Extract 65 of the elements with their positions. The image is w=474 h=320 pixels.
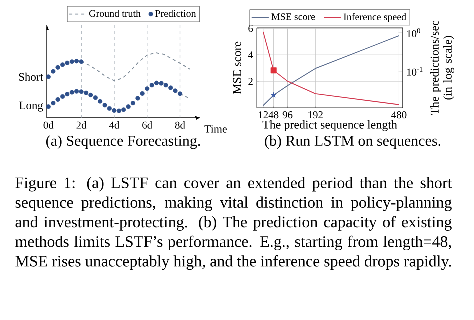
x-axis-title: Time (204, 126, 227, 133)
point (126, 104, 131, 110)
point (130, 100, 136, 106)
caption: Figure 1: (a) LSTF can cover an extended period than the short sequence predictions, making vital distinction in policy-planning and investment-protecting. (b) The prediction capacity of existing methods limits LSTF’s performance. E.g., starting from length=48, MSE rises unacceptably high, and the inference speed drops rapidly. (16, 177, 452, 270)
point (56, 97, 60, 102)
point (74, 89, 80, 94)
point (46, 104, 51, 110)
y2-tick-label: 10$^{-1}$ (407, 66, 423, 76)
point (70, 90, 74, 95)
point (88, 92, 94, 98)
annotation: Long (20, 102, 44, 112)
legend-label: Inference speed (344, 13, 406, 23)
point (46, 74, 51, 80)
point (65, 60, 70, 66)
point (74, 59, 80, 64)
y2-axis-title: The predictions/sec (in log scale) (430, 21, 454, 116)
x-tick-label: 480 (392, 112, 407, 119)
point (173, 88, 178, 94)
point (136, 96, 140, 101)
point (159, 81, 164, 86)
legend-label: Ground truth (89, 10, 141, 18)
point (140, 91, 145, 96)
point (112, 108, 117, 114)
point (178, 92, 183, 96)
point (51, 100, 56, 106)
point (56, 65, 60, 70)
point (145, 86, 150, 92)
y-tick-label: 4 (248, 52, 254, 59)
text: (b) Run LSTM on sequences. (265, 136, 441, 150)
point (60, 94, 66, 100)
x-tick-label: 8d (175, 122, 186, 129)
y-tick-label: 6 (248, 25, 254, 32)
legend-label: MSE score (272, 14, 316, 20)
text: (a) Sequence Forecasting. (46, 136, 200, 150)
point (107, 106, 112, 111)
point (122, 108, 126, 112)
x-tick-label: 0d (44, 122, 54, 129)
y-axis-title: MSE score (233, 42, 242, 94)
point (116, 108, 122, 114)
point (164, 83, 168, 88)
x-axis-title: The predict sequence length (262, 120, 398, 132)
point (60, 62, 66, 68)
y-tick-label: 2 (248, 78, 253, 86)
point (79, 60, 84, 64)
point (84, 90, 89, 96)
x-tick-label: 96 (282, 112, 293, 119)
point (79, 90, 84, 94)
point (154, 80, 160, 86)
point (51, 69, 56, 74)
x-tick-label: 192 (308, 112, 323, 119)
x-tick-label: 4d (109, 122, 120, 129)
legend-label: Prediction (155, 10, 196, 18)
point (102, 103, 108, 108)
x-tick-label: 12 (259, 112, 268, 118)
point (98, 99, 103, 104)
point (93, 96, 98, 100)
point (70, 60, 74, 64)
x-tick-label: 2d (76, 122, 87, 129)
x-tick-label: 48 (268, 112, 279, 119)
annotation: Short (19, 72, 44, 81)
y2-tick-label: 10$^{0}$ (407, 28, 420, 38)
point (150, 83, 154, 88)
point (168, 86, 174, 90)
point (65, 92, 70, 97)
x-tick-label: 6d (142, 122, 152, 129)
